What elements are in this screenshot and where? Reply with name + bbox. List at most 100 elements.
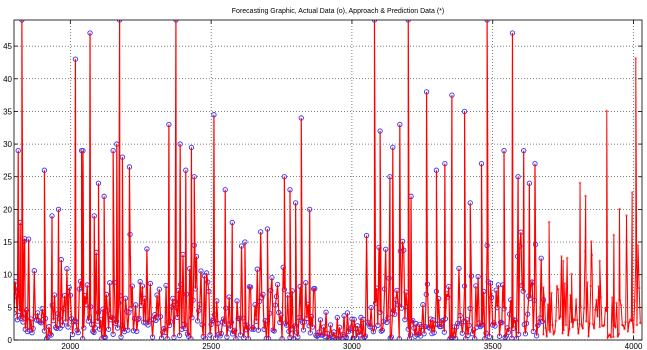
prediction-point: * [578, 322, 581, 329]
y-tick-label: 45 [3, 42, 12, 51]
prediction-point: * [570, 272, 573, 279]
prediction-point: * [568, 327, 571, 334]
prediction-point: * [579, 304, 582, 311]
prediction-point: * [622, 323, 625, 330]
prediction-point: * [621, 323, 624, 330]
prediction-point: * [548, 328, 551, 335]
prediction-point: * [631, 191, 634, 198]
grid [14, 20, 642, 341]
prediction-point: * [546, 303, 549, 310]
prediction-point: * [638, 286, 641, 293]
x-tick-label: 3000 [343, 342, 361, 350]
prediction-point: * [610, 335, 613, 342]
prediction-point: * [598, 259, 601, 266]
series-layer: ****************************************… [14, 20, 642, 342]
prediction-point: * [549, 330, 552, 337]
x-tick-label: 4000 [625, 342, 643, 350]
prediction-point: * [564, 323, 567, 330]
prediction-point: * [571, 325, 574, 332]
prediction-point: * [637, 244, 640, 251]
prediction-point: * [613, 324, 616, 331]
prediction-point: * [601, 323, 604, 330]
prediction-point: * [590, 253, 593, 260]
prediction-point: * [562, 259, 565, 266]
prediction-point: * [605, 309, 608, 316]
y-tick-label: 25 [3, 173, 12, 182]
y-tick-label: 5 [8, 303, 13, 312]
prediction-point: * [548, 220, 551, 227]
prediction-point: * [543, 300, 546, 307]
prediction-point: * [585, 319, 588, 326]
prediction-point: * [575, 298, 578, 305]
prediction-point: * [554, 319, 557, 326]
prediction-point: * [625, 213, 628, 220]
prediction-point: * [572, 317, 575, 324]
prediction-point: * [630, 319, 633, 326]
prediction-point: * [620, 303, 623, 310]
y-tick-label: 40 [3, 75, 12, 84]
x-tick-label: 2500 [202, 342, 220, 350]
prediction-point: * [612, 233, 615, 240]
prediction-point: * [634, 259, 637, 266]
prediction-point: * [617, 332, 620, 339]
prediction-point: * [579, 181, 582, 188]
prediction-point: * [576, 318, 579, 325]
chart-title: Forecasting Graphic, Actual Data (o), Ap… [232, 8, 444, 15]
prediction-point: * [615, 301, 618, 308]
prediction-point: * [542, 285, 545, 292]
prediction-point: * [616, 335, 619, 342]
prediction-point: * [553, 330, 556, 337]
prediction-point: * [584, 194, 587, 201]
prediction-point: * [612, 335, 615, 342]
prediction-markers: ****************************************… [542, 57, 642, 342]
prediction-point: * [633, 299, 636, 306]
plot-frame [13, 19, 643, 341]
prediction-point: * [607, 333, 610, 340]
prediction-point: * [625, 239, 628, 246]
prediction-point: * [588, 321, 591, 328]
prediction-point: * [639, 321, 642, 328]
prediction-point: * [577, 332, 580, 339]
y-tick-label: 30 [3, 140, 12, 149]
prediction-point: * [599, 295, 602, 302]
prediction-point: * [602, 324, 605, 331]
prediction-point: * [626, 329, 629, 336]
prediction-point: * [597, 285, 600, 292]
actual-point [491, 320, 497, 326]
prediction-point: * [544, 326, 547, 333]
actual-point [366, 321, 372, 327]
y-tick-label: 15 [3, 238, 12, 247]
y-tick-label: 10 [3, 271, 12, 280]
prediction-point: * [605, 109, 608, 116]
prediction-point: * [567, 333, 570, 340]
prediction-point: * [604, 306, 607, 313]
prediction-point: * [596, 314, 599, 321]
prediction-point: * [631, 318, 634, 325]
prediction-point: * [545, 335, 548, 342]
prediction-point: * [624, 320, 627, 327]
x-tick-label: 2000 [61, 342, 79, 350]
actual-point [37, 319, 43, 325]
prediction-point: * [550, 291, 553, 298]
prediction-point: * [570, 320, 573, 327]
prediction-point: * [551, 323, 554, 330]
prediction-point: * [629, 318, 632, 325]
prediction-point: * [619, 298, 622, 305]
prediction-point: * [580, 324, 583, 331]
prediction-point: * [542, 332, 545, 339]
prediction-point: * [587, 334, 590, 341]
y-tick-label: 35 [3, 107, 12, 116]
prediction-point: * [603, 323, 606, 330]
prediction-point: * [557, 287, 560, 294]
prediction-point: * [563, 281, 566, 288]
prediction-point: * [555, 284, 558, 291]
prediction-point: * [584, 250, 587, 257]
prediction-point: * [608, 332, 611, 339]
prediction-point: * [560, 254, 563, 261]
prediction-point: * [628, 320, 631, 327]
prediction-point: * [595, 298, 598, 305]
prediction-point: * [594, 308, 597, 315]
x-tick-label: 3500 [484, 342, 502, 350]
